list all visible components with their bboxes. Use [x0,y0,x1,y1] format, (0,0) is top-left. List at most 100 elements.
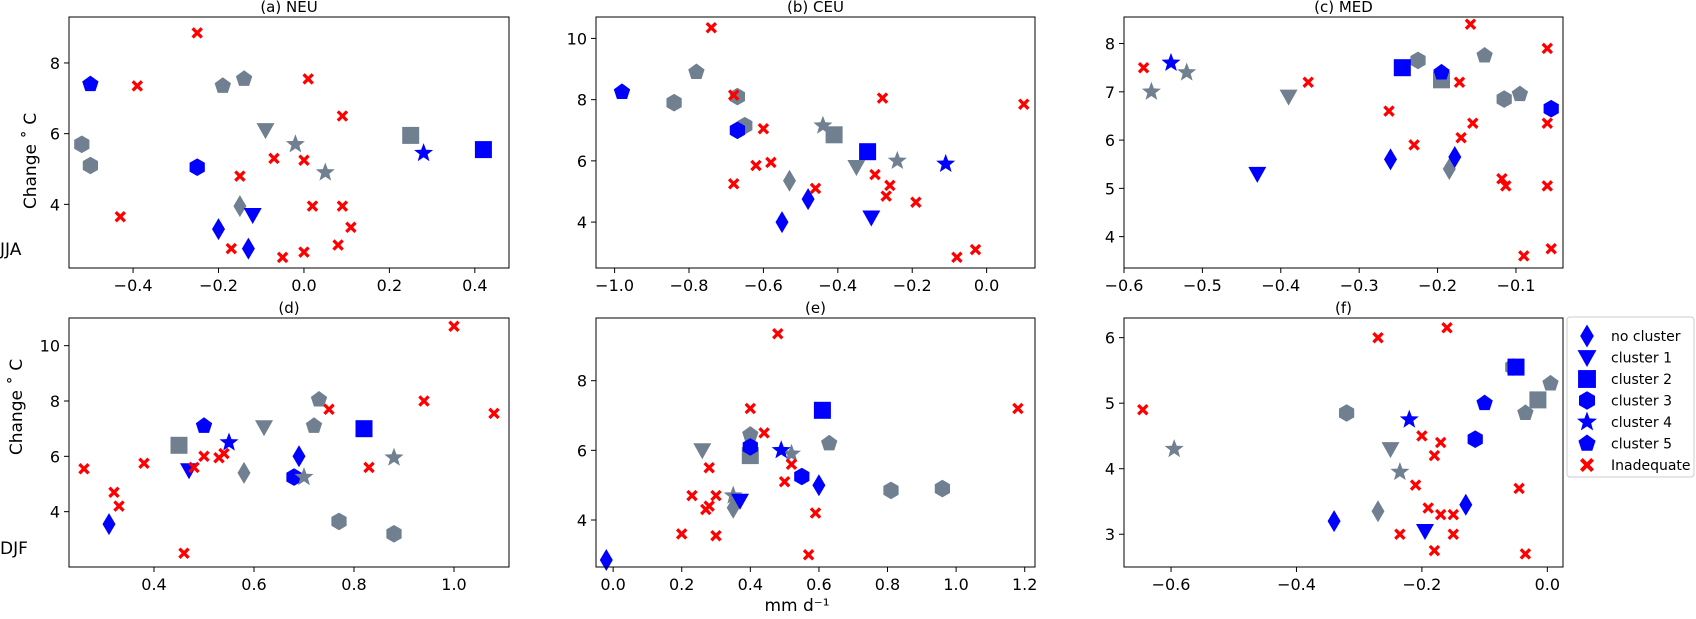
data-point [727,89,740,101]
data-point [744,402,757,415]
data-point [1434,508,1447,521]
data-point [138,457,150,470]
legend-label: cluster 3 [1611,394,1672,410]
data-point [225,242,238,255]
data-point [1496,90,1512,108]
y-tick-label: 7 [1105,83,1115,102]
data-point [414,143,434,162]
data-point [813,401,831,419]
data-point [731,493,749,510]
x-tick-label: −0.6 [1105,276,1144,295]
data-point [219,432,239,451]
x-tick-label: 0.0 [600,575,625,594]
data-point [305,417,323,433]
data-point [859,143,877,161]
data-point [1459,493,1473,516]
y-axis-label-top: Change ˚ C [20,113,41,209]
data-point [1384,148,1397,171]
y-tick-label: 6 [1105,329,1115,348]
data-point [1541,42,1554,55]
data-point [847,160,866,176]
legend-item: cluster 4 [1577,411,1672,431]
data-point [666,93,682,112]
data-point [1416,430,1428,442]
data-point [742,438,758,456]
legend-marker [1578,370,1596,388]
panel-title: (e) [805,299,826,317]
y-tick-label: 8 [577,372,587,391]
data-point [234,170,246,182]
x-tick-label: 0.2 [669,575,694,594]
data-point [686,489,698,502]
data-point [1302,76,1314,88]
data-point [306,200,319,212]
data-point [785,458,798,471]
data-point [781,443,802,462]
data-point [285,134,305,153]
data-point [332,239,344,251]
y-axis-label-bottom: Change ˚ C [6,359,27,455]
data-point [1279,89,1298,106]
data-point [757,122,770,135]
data-point [355,420,373,438]
data-point [188,461,200,474]
data-point [1410,51,1426,70]
legend-marker [1578,391,1596,410]
data-point [1441,322,1453,334]
legend-frame [1566,316,1695,478]
data-point [178,547,190,559]
data-point [1141,81,1161,100]
legend-label: cluster 1 [1611,351,1672,367]
data-point [189,158,205,176]
x-tick-label: −1.0 [595,276,634,295]
y-tick-label: 10 [40,337,60,356]
x-tick-label: 0.4 [462,276,487,295]
data-point [298,246,310,258]
data-point [688,63,705,80]
x-tick-label: −0.8 [670,276,709,295]
plot-frame [68,16,510,269]
data-point [675,528,688,540]
panel-title: (f) [1335,299,1352,317]
row-label-djf: DJF [0,539,28,559]
data-point [336,110,349,122]
data-point [276,251,289,264]
x-tick-label: 1.0 [441,575,466,594]
x-tick-label: −0.3 [1340,276,1379,295]
data-point [191,27,203,39]
chart-panel: (d) 0.4 0.6 0.8 1.0 4 6 8 10 [40,299,510,594]
legend-label: Inadequate [1611,458,1691,474]
x-tick-label: −0.2 [893,276,932,295]
data-point [345,221,357,234]
data-point [1476,394,1493,411]
x-tick-label: 0.0 [974,276,999,295]
y-tick-label: 8 [1105,35,1115,54]
y-tick-label: 8 [577,91,587,110]
data-point [801,188,815,211]
panel-title: (b) CEU [787,0,844,16]
data-point [1371,500,1385,523]
data-point [1476,47,1493,63]
x-tick-label: 0.8 [341,575,366,594]
data-point [474,141,492,159]
data-point [727,178,740,190]
data-point [1467,430,1483,448]
panel-title: (c) MED [1314,0,1373,16]
data-point [294,467,314,486]
x-tick-label: 0.6 [806,575,831,594]
x-tick-label: 0.2 [377,276,402,295]
data-point [418,395,430,407]
data-point [934,479,951,498]
data-point [1177,62,1197,81]
x-tick-label: −0.2 [1402,575,1441,594]
data-point [1447,528,1460,540]
data-point [1511,85,1529,102]
x-tick-label: −0.2 [1418,276,1457,295]
data-point [1399,409,1419,428]
data-point [74,135,90,154]
legend-label: cluster 4 [1611,415,1672,431]
y-tick-label: 4 [577,511,587,530]
chart-panel: (c) MED −0.6 −0.5 −0.4 −0.3 −0.2 −0.1 4 5 6 7 8 [1105,0,1564,295]
data-point [703,500,715,512]
data-point [195,417,213,433]
